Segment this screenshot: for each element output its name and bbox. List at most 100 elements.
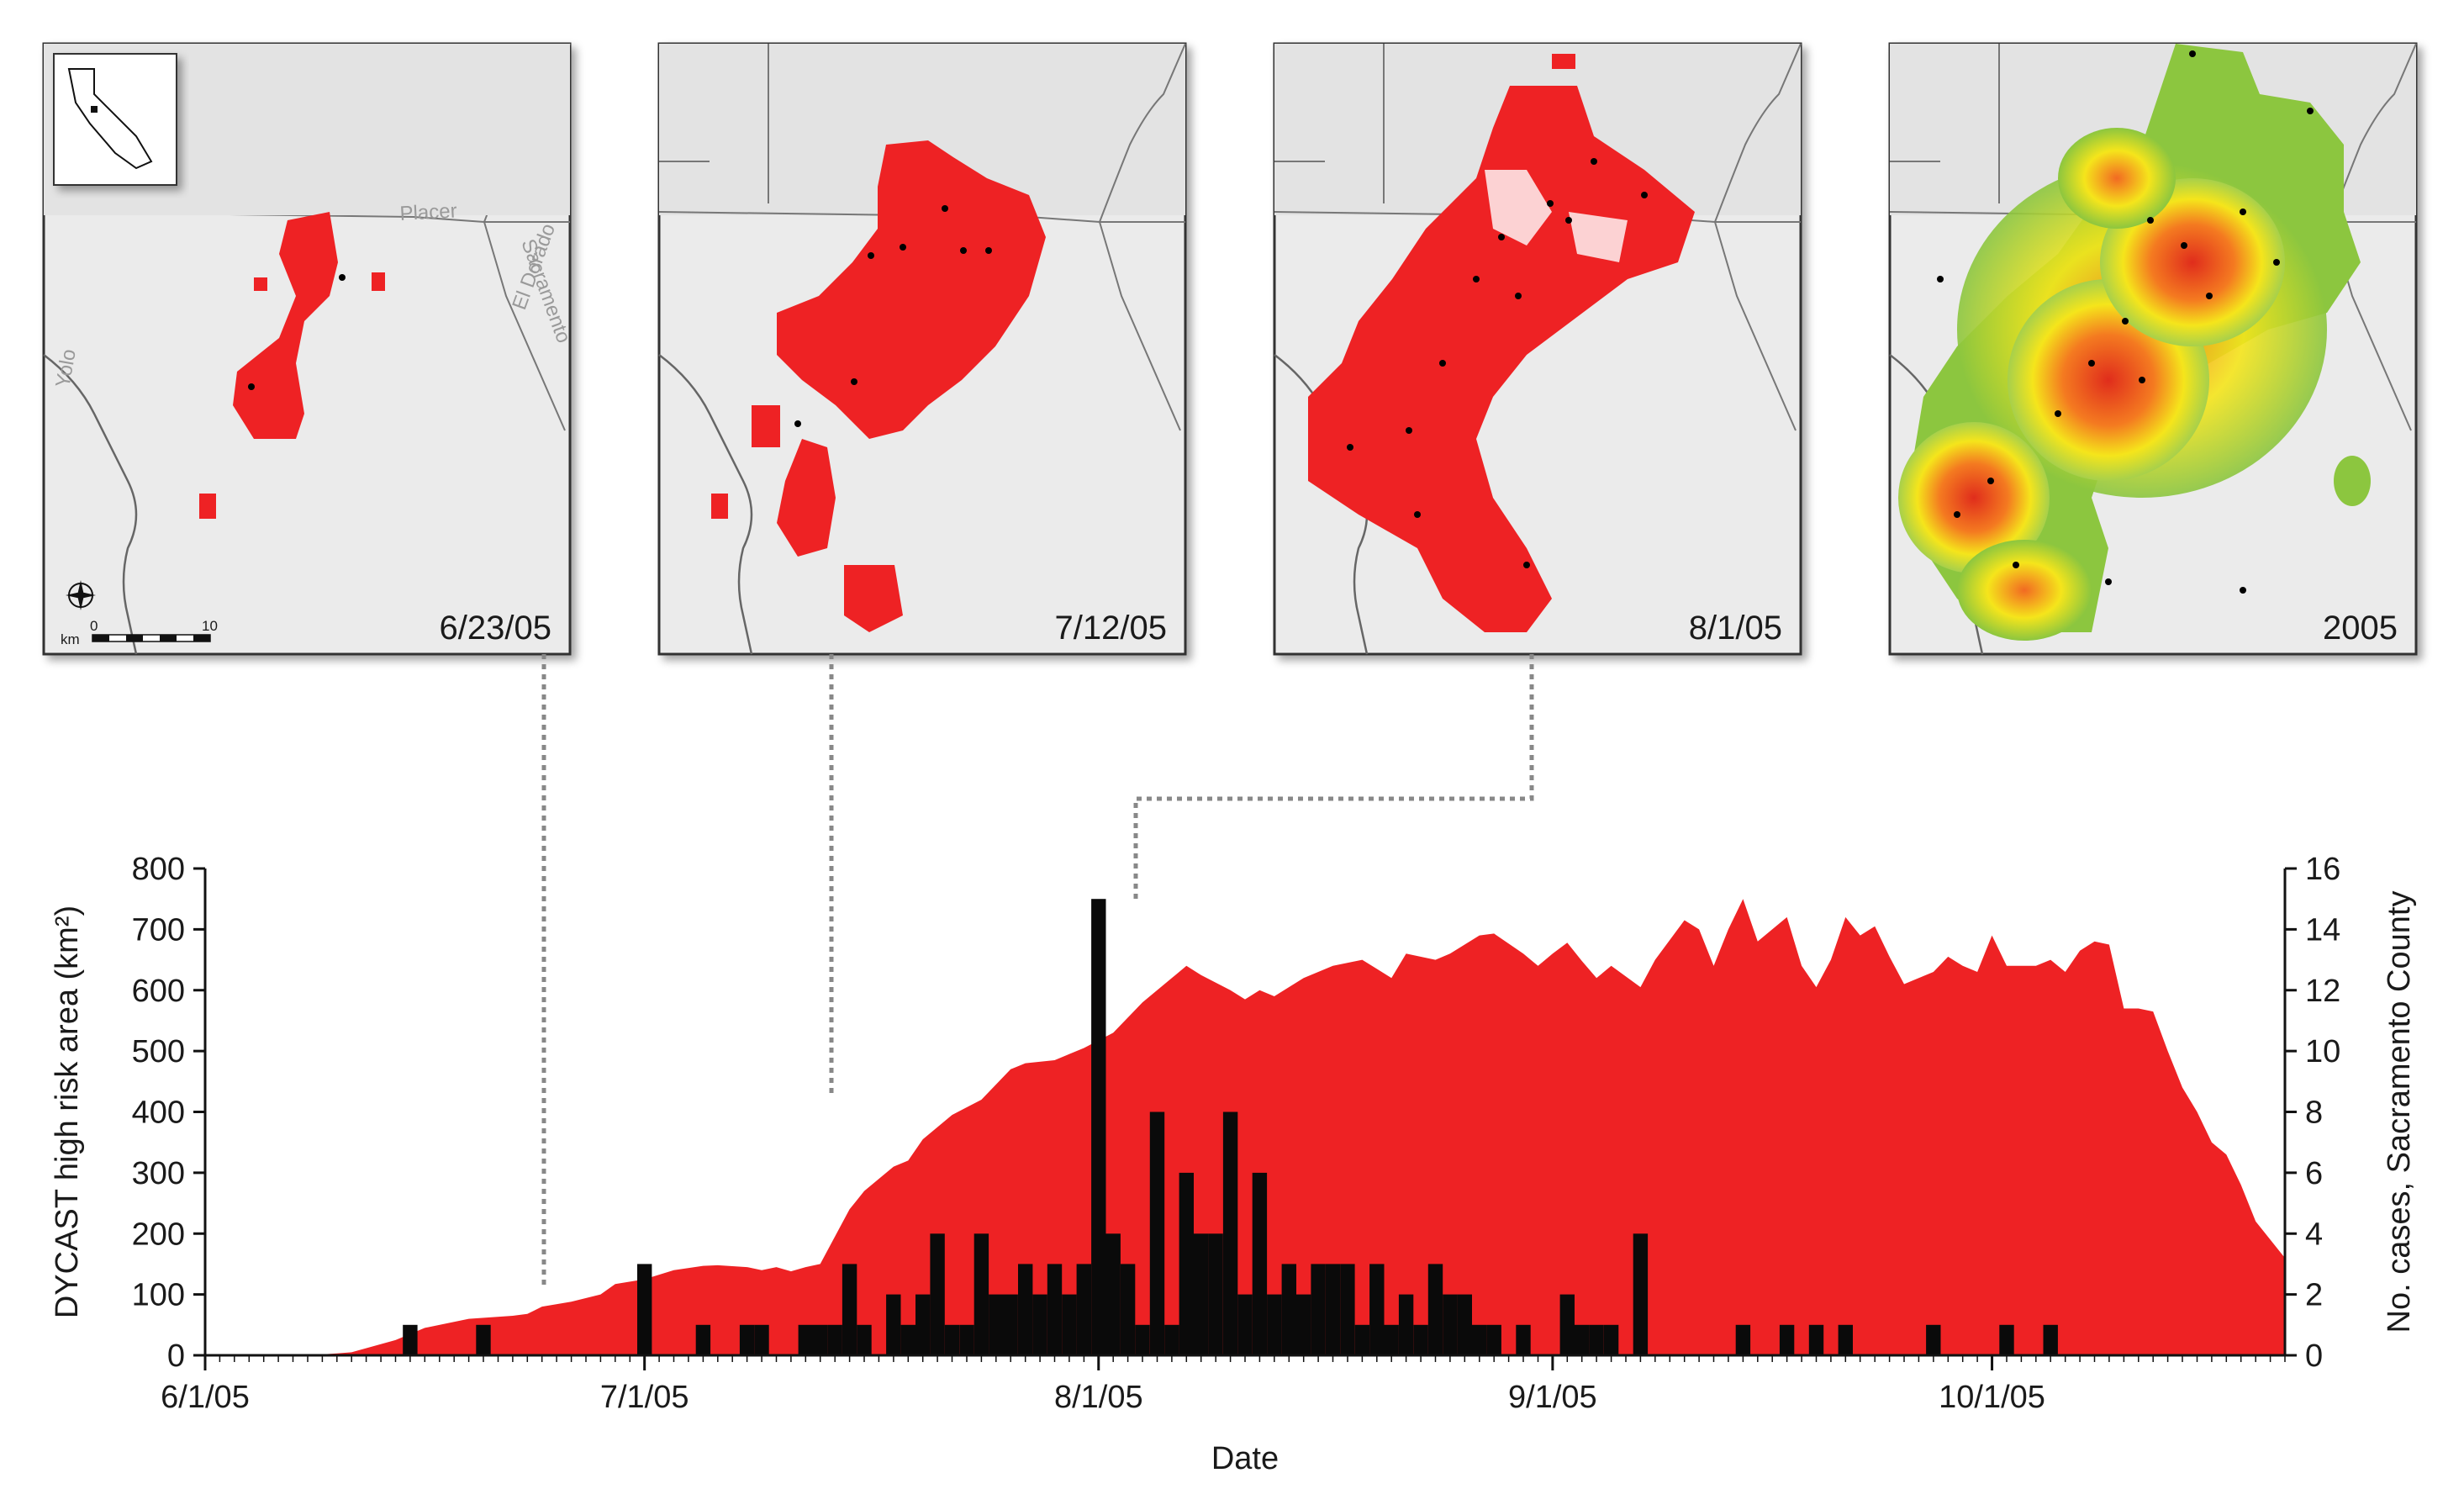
case-dot	[2307, 108, 2314, 114]
y-right-tick-label: 14	[2305, 912, 2340, 948]
risk-cell	[752, 405, 780, 447]
case-bar	[1999, 1324, 2014, 1355]
case-dot	[2147, 217, 2154, 224]
case-dot	[1473, 276, 1480, 282]
case-dot	[1414, 511, 1421, 518]
case-bar	[403, 1324, 418, 1355]
gap	[1569, 212, 1628, 262]
case-dot	[960, 247, 967, 254]
risk-hotspot	[2058, 128, 2176, 229]
case-bar	[1340, 1264, 1355, 1355]
case-bar	[1267, 1294, 1282, 1355]
case-bar	[1735, 1324, 1751, 1355]
county-boundary	[658, 43, 1186, 431]
case-bar	[973, 1233, 989, 1356]
case-bar	[1808, 1324, 1824, 1355]
case-dot	[1347, 444, 1353, 451]
case-dot	[1937, 276, 1944, 282]
risk-cell	[199, 494, 216, 519]
case-bar	[476, 1324, 491, 1355]
case-dot	[2088, 360, 2095, 367]
case-bar	[1105, 1233, 1121, 1356]
case-dot	[2189, 50, 2196, 57]
case-bar	[1575, 1324, 1590, 1355]
case-dot	[1641, 192, 1648, 198]
case-bar	[944, 1324, 960, 1355]
case-bar	[1091, 899, 1106, 1355]
case-bar	[637, 1264, 652, 1355]
case-bar	[1457, 1294, 1472, 1355]
case-dot	[339, 274, 346, 281]
case-bar	[1325, 1264, 1341, 1355]
map-panel-8-1-05: 8/1/05	[1273, 42, 1802, 656]
y-left-tick-label: 200	[132, 1217, 185, 1252]
case-bar	[915, 1294, 931, 1355]
y-left-tick-label: 800	[132, 852, 185, 887]
case-bar	[695, 1324, 711, 1355]
case-dot	[2105, 578, 2112, 585]
case-bar	[1062, 1294, 1077, 1355]
case-bar	[1135, 1324, 1150, 1355]
case-bar	[1237, 1294, 1253, 1355]
panel-date-label: 7/12/05	[1055, 610, 1167, 647]
y-right-tick-label: 12	[2305, 974, 2340, 1009]
case-bar	[842, 1264, 857, 1355]
case-dot	[2206, 293, 2213, 299]
case-dot	[1987, 478, 1994, 484]
case-dot	[900, 244, 906, 251]
x-tick-label: 8/1/05	[1054, 1380, 1143, 1415]
case-dot	[2181, 242, 2187, 249]
case-dot	[1406, 427, 1412, 434]
case-bar	[1633, 1233, 1649, 1356]
x-tick-label: 9/1/05	[1508, 1380, 1597, 1415]
case-bar	[1252, 1172, 1268, 1355]
y-left-tick-label: 700	[132, 912, 185, 948]
case-bar	[798, 1324, 813, 1355]
case-bar	[1194, 1233, 1209, 1356]
case-bar	[886, 1294, 901, 1355]
case-bar	[1047, 1264, 1063, 1355]
case-bar	[1018, 1264, 1033, 1355]
scale-bar: km 0 10	[61, 618, 218, 647]
x-tick-label: 7/1/05	[600, 1380, 689, 1415]
case-dot	[2055, 410, 2061, 417]
case-bar	[1559, 1294, 1575, 1355]
case-bar	[900, 1324, 915, 1355]
chart-axes	[193, 867, 2297, 1370]
risk-cell	[372, 272, 385, 291]
risk-area	[777, 140, 1046, 439]
map-panel-6-23-05: Placer El Dorado Sacramento Yolo km 0 10…	[42, 42, 575, 656]
risk-hotspot	[1898, 422, 2050, 573]
x-tick-label: 6/1/05	[161, 1380, 250, 1415]
case-bar	[1369, 1264, 1385, 1355]
y-right-tick-label: 4	[2305, 1217, 2323, 1252]
map-panel-2005: 2005	[1888, 42, 2418, 656]
case-bar	[1413, 1324, 1428, 1355]
case-dot	[942, 205, 948, 212]
chart: 6/1/05 7/1/05 8/1/05 9/1/05 10/1/05010020030…	[50, 852, 2417, 1476]
case-dot	[1523, 562, 1530, 568]
case-bar	[1311, 1264, 1326, 1355]
case-bar	[1003, 1294, 1018, 1355]
y-left-tick-label: 100	[132, 1278, 185, 1313]
case-dot	[2139, 377, 2145, 383]
map-panel-7-12-05: 7/12/05	[657, 42, 1187, 656]
risk-cell	[254, 277, 267, 291]
case-dot	[2240, 209, 2246, 215]
y-left-tick-label: 300	[132, 1156, 185, 1191]
case-bar	[1149, 1111, 1165, 1355]
case-bar	[1076, 1264, 1091, 1355]
y-left-tick-label: 0	[167, 1338, 185, 1374]
case-bar	[1120, 1264, 1136, 1355]
case-bar	[754, 1324, 769, 1355]
y-right-tick-label: 6	[2305, 1156, 2323, 1191]
y-left-tick-label: 600	[132, 974, 185, 1009]
case-bar	[1472, 1324, 1487, 1355]
y-right-tick-label: 16	[2305, 852, 2340, 887]
case-bar	[1032, 1294, 1047, 1355]
case-bar	[857, 1324, 872, 1355]
case-bar	[1296, 1294, 1311, 1355]
case-bar	[1208, 1233, 1223, 1356]
risk-area	[777, 439, 836, 557]
